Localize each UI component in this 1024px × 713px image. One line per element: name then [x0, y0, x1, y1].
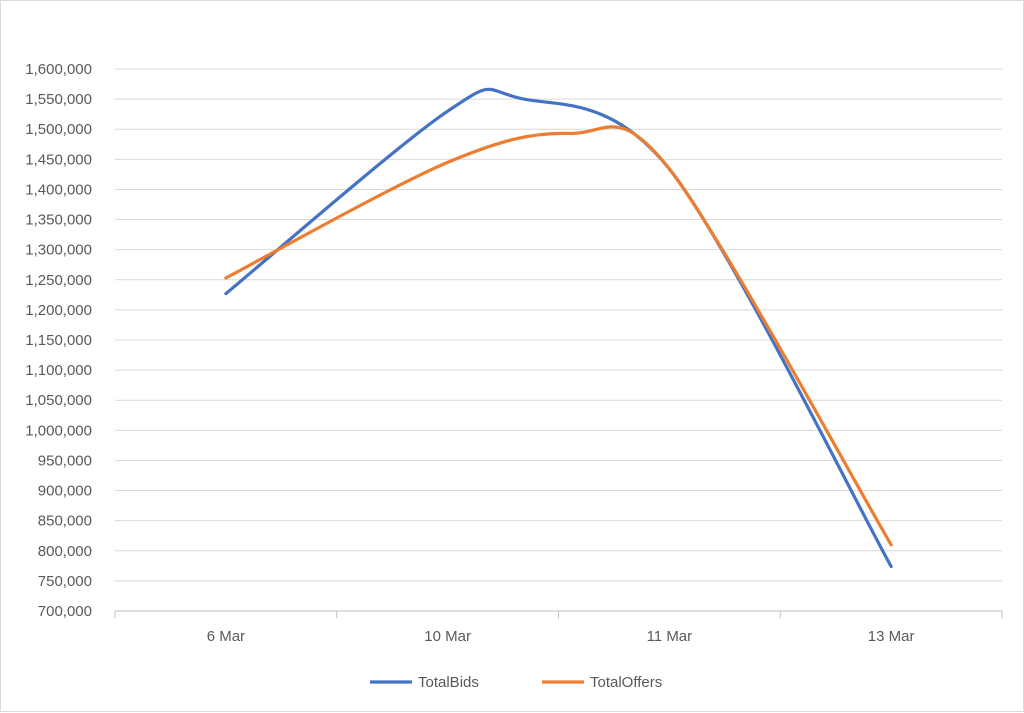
legend-label: TotalBids [418, 674, 479, 691]
x-tick-label: 11 Mar [647, 628, 693, 645]
x-tick-label: 13 Mar [868, 628, 915, 645]
y-tick-label: 1,300,000 [25, 242, 92, 259]
series-line-totaloffers [224, 125, 893, 547]
y-tick-label: 1,150,000 [25, 332, 92, 349]
y-axis-tick-labels: 700,000 750,000 800,000 850,000 900,000 950,0… [25, 61, 92, 620]
y-tick-label: 1,400,000 [25, 181, 92, 198]
legend-label: TotalOffers [590, 674, 662, 691]
y-tick-label: 1,450,000 [25, 151, 92, 168]
legend: TotalBids TotalOffers [370, 674, 662, 691]
y-tick-label: 850,000 [38, 513, 92, 530]
y-tick-label: 1,350,000 [25, 212, 92, 229]
y-tick-label: 1,600,000 [25, 61, 92, 78]
x-axis [114, 610, 1003, 618]
x-tick-label: 10 Mar [424, 628, 471, 645]
y-tick-label: 700,000 [38, 603, 92, 620]
series-lines [224, 87, 893, 569]
x-axis-tick-labels: 6 Mar 10 Mar 11 Mar 13 Mar [207, 628, 915, 645]
x-tick-label: 6 Mar [207, 628, 245, 645]
y-tick-label: 1,000,000 [25, 422, 92, 439]
y-tick-label: 1,200,000 [25, 302, 92, 319]
series-line-totalbids [224, 87, 893, 569]
y-tick-label: 950,000 [38, 452, 92, 469]
gridlines [115, 68, 1002, 582]
y-tick-label: 800,000 [38, 543, 92, 560]
y-tick-label: 1,500,000 [25, 121, 92, 138]
y-tick-label: 1,100,000 [25, 362, 92, 379]
y-tick-label: 1,550,000 [25, 91, 92, 108]
y-tick-label: 750,000 [38, 573, 92, 590]
y-tick-label: 1,250,000 [25, 272, 92, 289]
y-tick-label: 1,050,000 [25, 392, 92, 409]
y-tick-label: 900,000 [38, 483, 92, 500]
